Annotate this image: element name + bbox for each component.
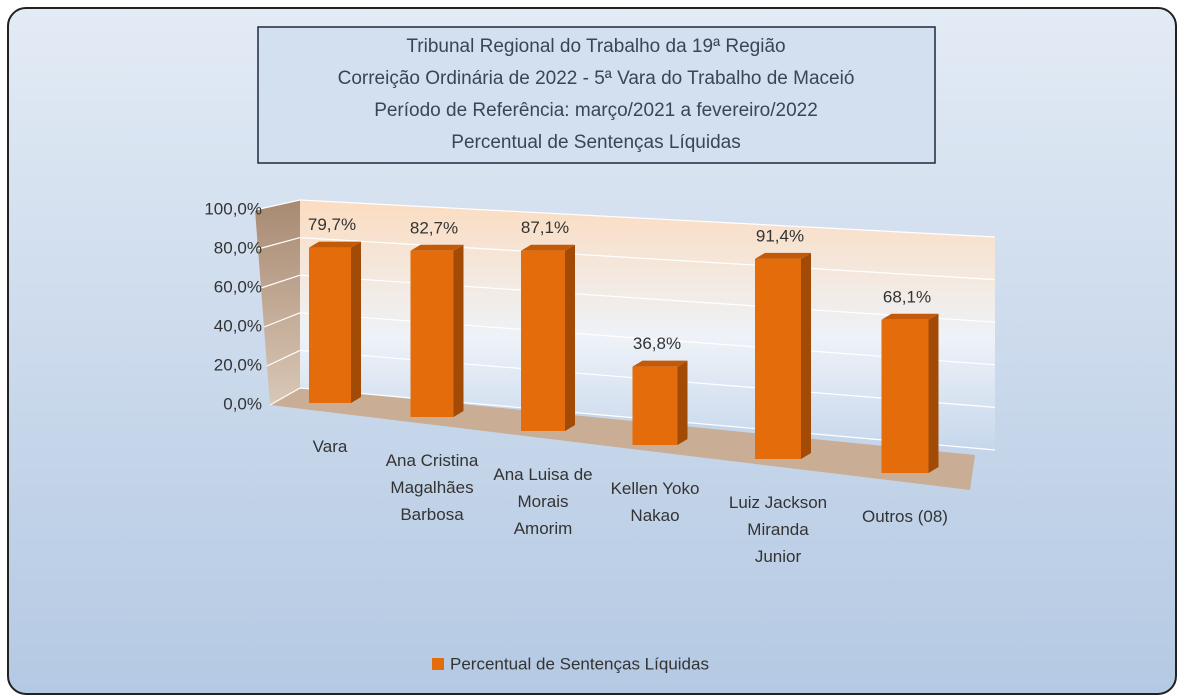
data-label: 68,1% xyxy=(883,287,931,306)
x-tick-label: Luiz Jackson Miranda Junior xyxy=(728,493,828,566)
title-line: Percentual de Sentenças Líquidas xyxy=(451,132,740,153)
data-label: 91,4% xyxy=(756,226,804,245)
title-line: Tribunal Regional do Trabalho da 19ª Reg… xyxy=(406,36,785,57)
grid-line xyxy=(299,199,996,238)
y-tick-label: 20,0% xyxy=(214,355,262,374)
legend-label: Percentual de Sentenças Líquidas xyxy=(450,654,709,673)
bar-side xyxy=(565,244,575,431)
bar-side xyxy=(351,241,361,403)
bar-side xyxy=(928,313,939,473)
title-line: Correição Ordinária de 2022 - 5ª Vara do… xyxy=(338,68,855,89)
title-box xyxy=(257,26,936,164)
data-label: 82,7% xyxy=(410,218,458,237)
legend-swatch xyxy=(432,658,444,670)
grid-line xyxy=(266,349,301,367)
grid-line xyxy=(299,237,996,281)
data-label: 79,7% xyxy=(308,215,356,234)
bar xyxy=(521,250,565,431)
grid-line xyxy=(263,312,301,328)
bar xyxy=(309,247,351,403)
y-tick-label: 80,0% xyxy=(214,238,262,257)
y-tick-label: 40,0% xyxy=(214,316,262,335)
x-tick-label: Outros (08) xyxy=(862,507,948,526)
bar xyxy=(632,366,678,445)
y-tick-label: 0,0% xyxy=(223,394,262,413)
bar xyxy=(755,258,801,459)
x-tick-label: Vara xyxy=(312,437,348,456)
x-tick-label: Ana Cristina Magalhães Barbosa xyxy=(385,451,479,524)
data-label: 87,1% xyxy=(521,218,569,237)
bar-side xyxy=(453,244,464,417)
bar-side xyxy=(677,360,688,445)
bar-side xyxy=(801,252,811,459)
bar-top xyxy=(881,313,939,320)
bar-top xyxy=(521,244,575,251)
title-line: Período de Referência: março/2021 a feve… xyxy=(374,100,818,121)
title: Tribunal Regional do Trabalho da 19ª Reg… xyxy=(338,36,855,153)
bar xyxy=(410,250,454,417)
back-wall xyxy=(300,200,995,450)
side-wall xyxy=(255,200,300,405)
grid-line xyxy=(260,274,301,289)
y-tick-label: 60,0% xyxy=(214,277,262,296)
bar xyxy=(881,319,929,473)
y-tick-label: 100,0% xyxy=(204,199,262,218)
bar-top xyxy=(410,244,464,251)
data-label: 36,8% xyxy=(633,334,681,353)
bar-top xyxy=(309,241,361,248)
bar-top xyxy=(632,360,688,367)
grid-line xyxy=(254,199,301,211)
bar-top xyxy=(755,252,811,259)
x-tick-label: Ana Luisa de Morais Amorim xyxy=(493,465,593,538)
x-tick-label: Kellen Yoko Nakao xyxy=(610,479,700,525)
grid-line xyxy=(257,237,301,250)
grid-line xyxy=(269,387,301,406)
